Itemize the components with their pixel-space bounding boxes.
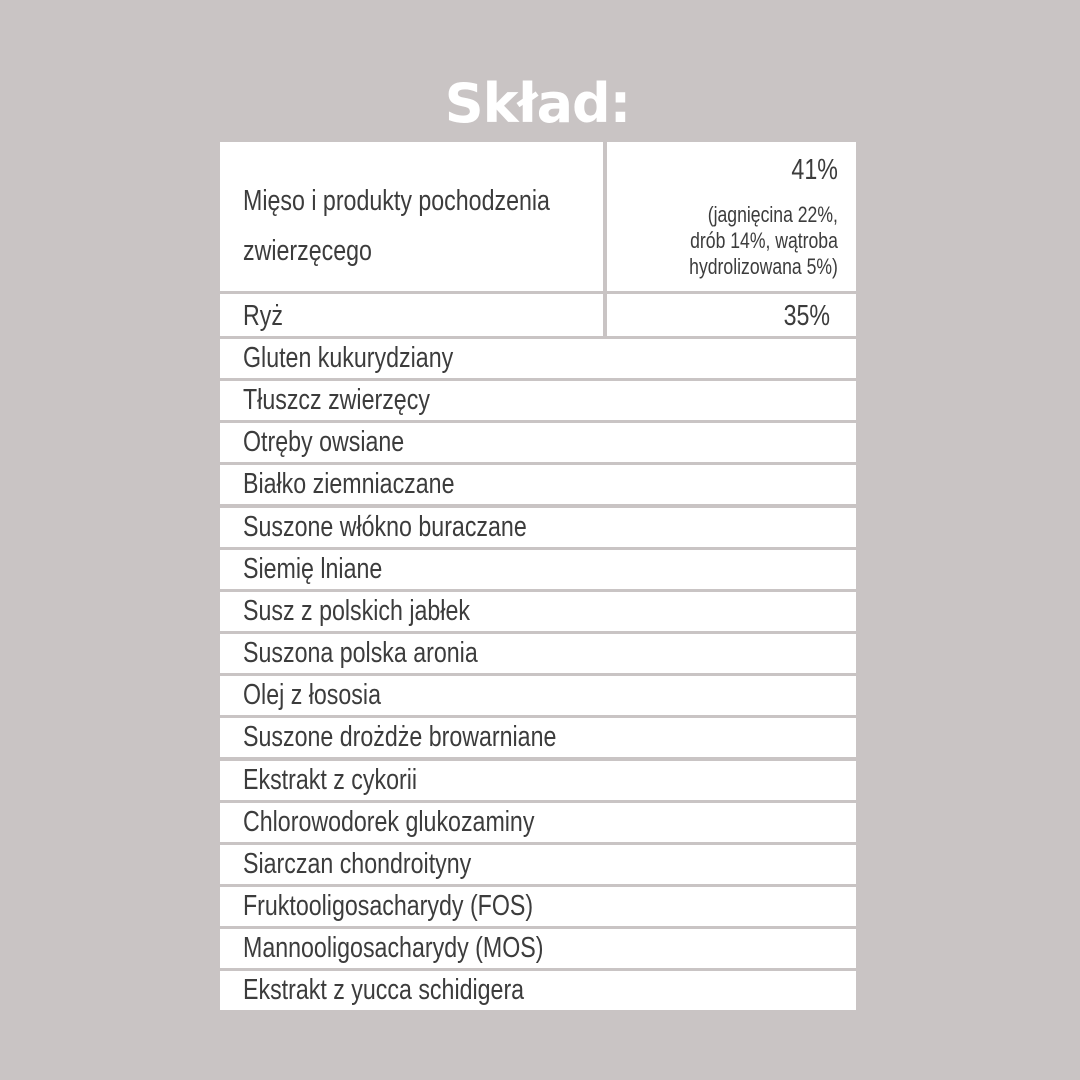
ingredient-name-line: Mięso i produkty pochodzenia	[243, 185, 550, 217]
ingredient-name: Olej z łososia	[243, 679, 381, 712]
ingredient-row: Suszone włókno buraczane	[220, 507, 856, 547]
ingredient-name: Siemię lniane	[243, 552, 383, 585]
ingredient-name: Ekstrakt z cykorii	[243, 763, 418, 796]
ingredient-name: Białko ziemniaczane	[243, 468, 455, 501]
ingredient-name: Suszone drożdże browarniane	[243, 721, 557, 754]
ingredient-row: Siarczan chondroityny	[220, 844, 856, 884]
ingredient-detail: hydrolizowana 5%)	[689, 254, 838, 279]
ingredient-row: Chlorowodorek glukozaminy	[220, 802, 856, 842]
ingredient-name: Fruktooligosacharydy (FOS)	[243, 889, 534, 922]
ingredient-row: Ekstrakt z yucca schidigera	[220, 971, 856, 1011]
ingredient-percent-cell: 41% (jagnięcina 22%, drób 14%, wątroba h…	[607, 142, 856, 291]
ingredient-row: Mannooligosacharydy (MOS)	[220, 929, 856, 969]
ingredient-name-cell: Mięso i produkty pochodzenia zwierzęcego	[220, 142, 603, 291]
ingredient-row: Olej z łososia	[220, 676, 856, 716]
ingredient-name: Suszona polska aronia	[243, 637, 478, 670]
ingredient-row: Susz z polskich jabłek	[220, 591, 856, 631]
ingredient-name: Mannooligosacharydy (MOS)	[243, 932, 544, 965]
ingredient-name: Gluten kukurydziany	[243, 342, 454, 374]
ingredient-name: Ekstrakt z yucca schidigera	[243, 974, 525, 1007]
ingredient-name: Otręby owsiane	[243, 426, 405, 459]
ingredient-detail: (jagnięcina 22%,	[707, 202, 838, 227]
ingredient-row: Tłuszcz zwierzęcy	[220, 381, 856, 421]
ingredient-row: Białko ziemniaczane	[220, 465, 856, 505]
ingredient-detail: drób 14%, wątroba	[690, 228, 838, 253]
ingredient-row: Suszone drożdże browarniane	[220, 718, 856, 758]
ingredient-row: Fruktooligosacharydy (FOS)	[220, 886, 856, 926]
ingredient-row: Siemię lniane	[220, 549, 856, 589]
ingredient-name: Susz z polskich jabłek	[243, 594, 470, 627]
ingredient-name: Ryż	[243, 300, 283, 332]
ingredient-row: Otręby owsiane	[220, 423, 856, 463]
ingredient-percent: 35%	[783, 300, 830, 332]
ingredient-percent-cell: 35%	[607, 294, 856, 336]
ingredient-name-cell: Ryż	[220, 294, 603, 336]
ingredient-percent: 41%	[791, 154, 838, 186]
ingredient-percent-block: 41% (jagnięcina 22%, drób 14%, wątroba h…	[689, 150, 838, 280]
ingredient-name: Siarczan chondroityny	[243, 847, 472, 880]
ingredient-name: Mięso i produkty pochodzenia zwierzęcego	[243, 176, 550, 276]
ingredient-row: Gluten kukurydziany	[220, 339, 856, 378]
ingredient-name: Tłuszcz zwierzęcy	[243, 384, 430, 417]
ingredient-name-line: zwierzęcego	[243, 235, 372, 267]
ingredient-name: Suszone włókno buraczane	[243, 510, 527, 543]
page-title: Skład:	[444, 72, 632, 135]
ingredient-name: Chlorowodorek glukozaminy	[243, 805, 535, 838]
ingredient-row: Suszona polska aronia	[220, 634, 856, 674]
ingredient-row: Ekstrakt z cykorii	[220, 760, 856, 800]
